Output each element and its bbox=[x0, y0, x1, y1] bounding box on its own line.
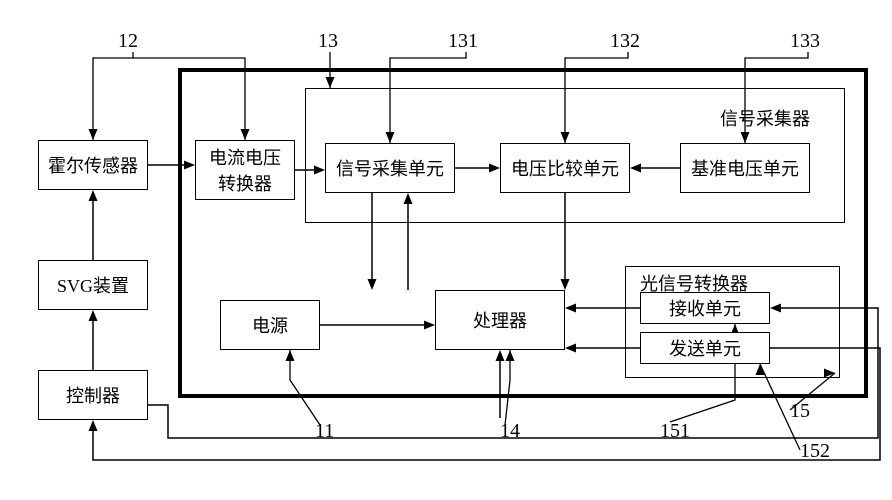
iv-converter-text: 电流电压转换器 bbox=[209, 144, 281, 196]
ref-13: 13 bbox=[318, 30, 338, 53]
voltage-compare-unit-box: 电压比较单元 bbox=[500, 143, 630, 193]
signal-acquisition-unit-text: 信号采集单元 bbox=[336, 155, 444, 181]
ref-133: 133 bbox=[790, 30, 820, 53]
processor-text: 处理器 bbox=[473, 307, 527, 333]
voltage-compare-unit-text: 电压比较单元 bbox=[511, 155, 619, 181]
ref-14: 14 bbox=[500, 420, 520, 443]
ref-11: 11 bbox=[315, 420, 334, 443]
ref-131: 131 bbox=[448, 30, 478, 53]
ref-12: 12 bbox=[118, 30, 138, 53]
ref-151: 151 bbox=[660, 420, 690, 443]
transmit-unit-box: 发送单元 bbox=[640, 332, 770, 364]
power-supply-box: 电源 bbox=[220, 300, 320, 350]
signal-collector-label: 信号采集器 bbox=[720, 105, 810, 131]
receive-unit-text: 接收单元 bbox=[669, 295, 741, 321]
ref-132: 132 bbox=[610, 30, 640, 53]
receive-unit-box: 接收单元 bbox=[640, 292, 770, 324]
processor-box: 处理器 bbox=[435, 290, 565, 350]
reference-voltage-unit-box: 基准电压单元 bbox=[680, 143, 810, 193]
iv-converter-box: 电流电压转换器 bbox=[195, 140, 295, 200]
ref-152: 152 bbox=[800, 440, 830, 463]
svg-device-text: SVG装置 bbox=[57, 272, 129, 298]
controller-text: 控制器 bbox=[66, 382, 120, 408]
reference-voltage-unit-text: 基准电压单元 bbox=[691, 155, 799, 181]
ref-15: 15 bbox=[790, 400, 810, 423]
transmit-unit-text: 发送单元 bbox=[669, 335, 741, 361]
hall-sensor-box: 霍尔传感器 bbox=[38, 140, 148, 190]
power-supply-text: 电源 bbox=[252, 312, 288, 338]
hall-sensor-text: 霍尔传感器 bbox=[48, 152, 138, 178]
signal-acquisition-unit-box: 信号采集单元 bbox=[325, 143, 455, 193]
controller-box: 控制器 bbox=[38, 370, 148, 420]
svg-device-box: SVG装置 bbox=[38, 260, 148, 310]
